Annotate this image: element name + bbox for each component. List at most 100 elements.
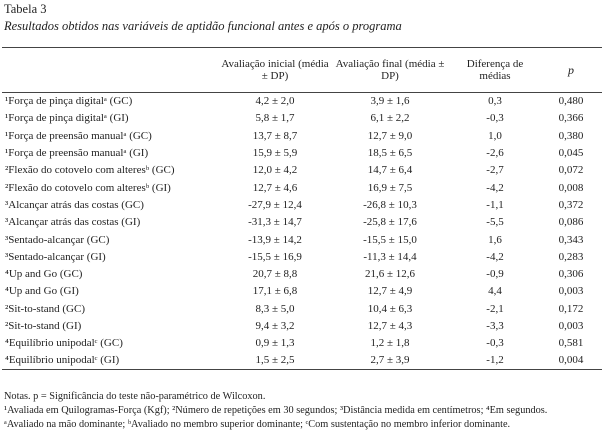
cell: 0,086 (558, 216, 584, 229)
cell: -0,3 (486, 337, 504, 350)
cell: -11,3 ± 14,4 (363, 250, 417, 263)
cell: -27,9 ± 12,4 (248, 198, 302, 211)
row-label: ²Sit-to-stand (GI) (5, 320, 82, 332)
row-label: ³Alcançar atrás das costas (GC) (5, 198, 144, 211)
cell: -5,5 (486, 216, 504, 229)
cell: -31,3 ± 14,7 (248, 216, 302, 229)
cell: 4,4 (488, 285, 502, 298)
table-row: ²Flexão do cotovelo com alteresᵇ (GC) 12,… (2, 162, 602, 179)
table-row: ¹Força de pinça digitalᵃ (GC) 4,2 ± 2,0 3,… (2, 93, 602, 110)
cell: -13,9 ± 14,2 (248, 233, 302, 246)
table-row: ³Alcançar atrás das costas (GC) -27,9 ± 1… (2, 196, 602, 213)
cell: 0,3 (488, 95, 502, 108)
cell: -15,5 ± 16,9 (248, 250, 302, 263)
column-header: Avaliação inicial (média ± DP) (221, 58, 329, 82)
table-row: ³Sentado-alcançar (GC) -13,9 ± 14,2 -15,5 … (2, 231, 602, 248)
cell: -25,8 ± 17,6 (363, 216, 417, 229)
cell: 12,7 ± 4,3 (367, 320, 413, 332)
table-row: ¹Força de preensão manualᵃ (GI) 15,9 ± 5,… (2, 144, 602, 161)
row-label: ³Sentado-alcançar (GI) (5, 250, 106, 263)
cell: 17,1 ± 6,8 (252, 285, 298, 298)
column-header (2, 48, 220, 93)
cell: 0,283 (558, 250, 584, 263)
cell: -2,1 (486, 302, 504, 315)
row-label: ⁴Equilíbrio unipodalᶜ (GI) (5, 354, 120, 367)
cell: 0,372 (558, 198, 584, 211)
cell: 21,6 ± 12,6 (364, 268, 416, 281)
cell: 2,7 ± 3,9 (370, 354, 410, 367)
table-row: ¹Força de preensão manualᵃ (GC) 13,7 ± 8,… (2, 127, 602, 144)
cell: 0,172 (558, 302, 584, 315)
row-label: ³Alcançar atrás das costas (GI) (5, 216, 141, 229)
row-label: ¹Força de pinça digitalᵃ (GC) (5, 95, 133, 108)
column-header: Diferença de médias (466, 58, 524, 82)
cell: 20,7 ± 8,8 (252, 268, 298, 281)
cell: 5,8 ± 1,7 (255, 112, 295, 125)
cell: -2,7 (486, 164, 504, 177)
cell: 0,072 (558, 164, 584, 177)
cell: 0,003 (558, 320, 584, 332)
cell: -0,3 (486, 112, 504, 125)
cell: 8,3 ± 5,0 (255, 302, 295, 315)
table-title: Tabela 3 (4, 2, 47, 16)
table-head: Avaliação inicial (média ± DP) Avaliação … (2, 47, 602, 93)
row-label: ²Flexão do cotovelo com alteresᵇ (GI) (5, 181, 171, 194)
cell: 0,003 (558, 285, 584, 298)
table-body: ¹Força de pinça digitalᵃ (GC) 4,2 ± 2,0 3,… (2, 93, 602, 370)
cell: 12,7 ± 4,6 (252, 181, 298, 194)
row-label: ¹Força de pinça digitalᵃ (GI) (5, 112, 129, 125)
column-header: p (568, 63, 574, 77)
cell: 0,366 (558, 112, 584, 125)
cell: 16,9 ± 7,5 (367, 181, 413, 194)
cell: 1,5 ± 2,5 (255, 354, 295, 367)
table-row: ⁴Equilíbrio unipodalᶜ (GC) 0,9 ± 1,3 1,2 ±… (2, 335, 602, 352)
cell: 12,7 ± 9,0 (367, 129, 413, 142)
cell: -4,2 (486, 250, 504, 263)
table-row: ¹Força de pinça digitalᵃ (GI) 5,8 ± 1,7 6,… (2, 110, 602, 127)
note: Notas. p = Significância do teste não-pa… (4, 391, 266, 402)
cell: -15,5 ± 15,0 (363, 233, 417, 246)
cell: -4,2 (486, 181, 504, 194)
cell: -26,8 ± 10,3 (363, 198, 417, 211)
cell: 0,045 (558, 147, 584, 160)
cell: 12,0 ± 4,2 (252, 164, 298, 177)
cell: 15,9 ± 5,9 (252, 147, 298, 160)
cell: 0,343 (558, 233, 584, 246)
table-row: ⁴Up and Go (GC) 20,7 ± 8,8 21,6 ± 12,6 -0,9… (2, 265, 602, 282)
note: ᵃAvaliado na mão dominante; ᵇAvaliado no… (4, 419, 511, 430)
cell: 0,004 (558, 354, 584, 367)
row-label: ¹Força de preensão manualᵃ (GC) (5, 129, 152, 142)
cell: 10,4 ± 6,3 (367, 302, 413, 315)
row-label: ¹Força de preensão manualᵃ (GI) (5, 147, 149, 160)
cell: -1,2 (486, 354, 504, 367)
table-row: ³Sentado-alcançar (GI) -15,5 ± 16,9 -11,3 … (2, 248, 602, 265)
cell: -0,9 (486, 268, 504, 281)
cell: 0,008 (558, 181, 584, 194)
cell: 0,380 (558, 129, 584, 142)
row-label: ⁴Equilíbrio unipodalᶜ (GC) (5, 337, 123, 350)
cell: 1,6 (488, 233, 502, 246)
cell: 18,5 ± 6,5 (367, 147, 413, 160)
cell: 4,2 ± 2,0 (255, 95, 295, 108)
cell: 1,2 ± 1,8 (370, 337, 410, 350)
cell: 6,1 ± 2,2 (370, 112, 410, 125)
table-row: ⁴Equilíbrio unipodalᶜ (GI) 1,5 ± 2,5 2,7 ±… (2, 352, 602, 370)
table-row: ²Flexão do cotovelo com alteresᵇ (GI) 12,… (2, 179, 602, 196)
table-row: ²Sit-to-stand (GI) 9,4 ± 3,2 12,7 ± 4,3 -3,… (2, 317, 602, 334)
cell: 9,4 ± 3,2 (255, 320, 295, 332)
table-row: ⁴Up and Go (GI) 17,1 ± 6,8 12,7 ± 4,9 4,4 0,… (2, 283, 602, 300)
cell: 13,7 ± 8,7 (252, 129, 298, 142)
cell: 0,9 ± 1,3 (255, 337, 295, 350)
column-header: Avaliação final (média ± DP) (335, 58, 445, 82)
cell: 0,581 (558, 337, 584, 350)
table-row: ²Sit-to-stand (GC) 8,3 ± 5,0 10,4 ± 6,3 -2,… (2, 300, 602, 317)
cell: -2,6 (486, 147, 504, 160)
cell: 3,9 ± 1,6 (370, 95, 410, 108)
cell: 12,7 ± 4,9 (367, 285, 413, 298)
row-label: ⁴Up and Go (GC) (5, 268, 83, 281)
cell: -3,3 (486, 320, 504, 332)
row-label: ²Sit-to-stand (GC) (5, 302, 85, 315)
table-row: ³Alcançar atrás das costas (GI) -31,3 ± 1… (2, 214, 602, 231)
cell: 1,0 (488, 129, 502, 142)
